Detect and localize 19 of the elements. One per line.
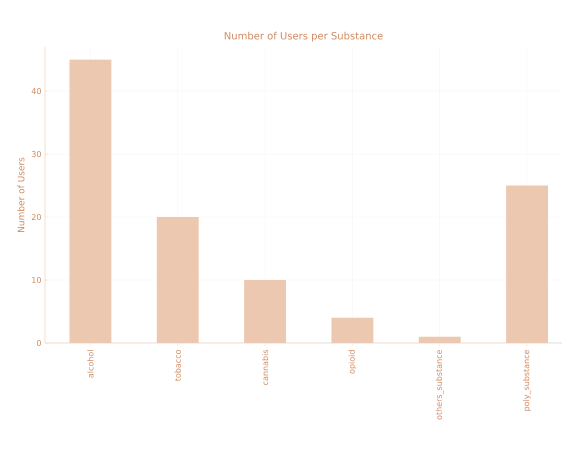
bar [418,336,461,343]
x-tick-label: cannabis [262,350,268,385]
x-tick-label: tobacco [174,350,181,382]
chart-title: Number of Users per Substance [224,32,383,42]
y-tick-label: 10 [32,276,41,284]
x-tick-label: alcohol [87,350,94,378]
y-tick-label: 30 [32,151,41,158]
bar [506,186,548,343]
y-tick-label: 0 [36,340,41,346]
x-tick-label: others_substance [436,350,444,420]
y-tick-label: 40 [32,88,41,94]
bar [69,60,112,343]
bar [331,318,374,343]
y-axis-title: Number of Users [17,158,24,232]
bar [244,280,286,343]
x-tick-label: poly_substance [523,350,532,411]
y-tick-label: 20 [32,214,41,220]
bar [156,217,199,343]
x-tick-label: opioid [348,350,356,374]
